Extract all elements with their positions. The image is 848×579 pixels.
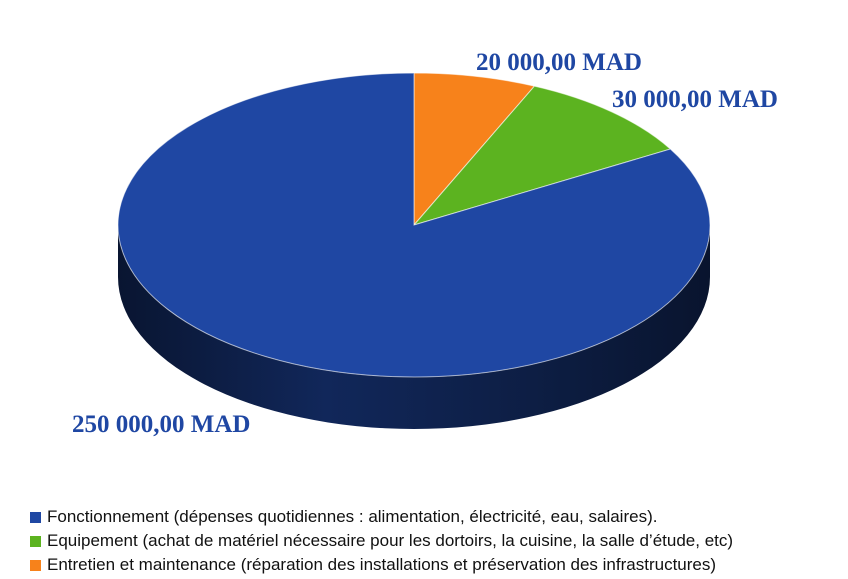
pie-chart: 250 000,00 MAD 30 000,00 MAD 20 000,00 MAD [72,49,778,438]
pie-slice-2 [413,72,536,227]
pie-slice-side-0 [118,225,710,429]
legend-swatch-1 [30,535,41,547]
legend-label-1: Equipement (achat de matériel nécessaire… [47,531,734,550]
label-layer: 250 000,00 MAD 30 000,00 MAD 20 000,00 MAD [72,49,778,438]
legend-item-1: Equipement (achat de matériel nécessaire… [30,529,733,553]
pie-slice-0 [117,72,711,378]
legend-item-2: Entretien et maintenance (réparation des… [30,553,733,577]
legend-swatch-2 [30,559,41,571]
data-label-2: 20 000,00 MAD [476,49,642,76]
legend-label-0: Fonctionnement (dépenses quotidiennes : … [47,507,658,526]
legend-label-2: Entretien et maintenance (réparation des… [47,555,717,574]
pie-layer [117,72,711,429]
legend: Fonctionnement (dépenses quotidiennes : … [30,505,733,577]
legend-swatch-0 [30,511,41,523]
pie-slice-1 [412,85,672,226]
data-label-1: 30 000,00 MAD [612,86,778,113]
data-label-0: 250 000,00 MAD [72,411,250,438]
legend-item-0: Fonctionnement (dépenses quotidiennes : … [30,505,733,529]
